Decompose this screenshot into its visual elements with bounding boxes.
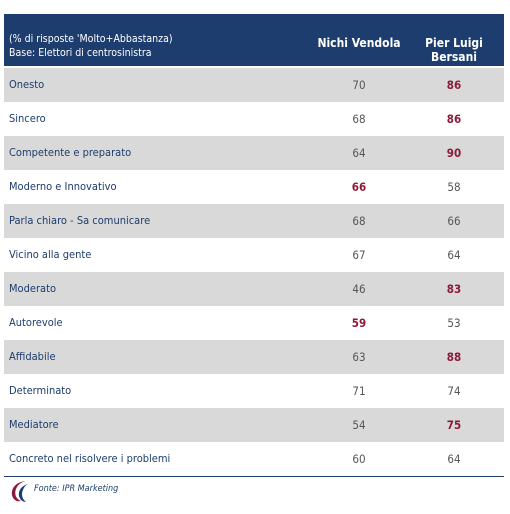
row-label: Moderno e Innovativo <box>9 180 117 193</box>
table-row: Mediatore 54 75 <box>4 408 504 442</box>
row-label: Onesto <box>9 78 45 91</box>
bottom-rule <box>4 476 504 477</box>
table-row: Concreto nel risolvere i problemi 60 64 <box>4 442 504 476</box>
value-vendola: 66 <box>351 180 367 194</box>
table-row: Autorevole 59 53 <box>4 306 504 340</box>
table-row: Parla chiaro - Sa comunicare 68 66 <box>4 204 504 238</box>
header-note-line2: Base: Elettori di centrosinistra <box>9 47 152 59</box>
value-bersani: 64 <box>447 248 461 262</box>
value-vendola: 68 <box>352 214 366 228</box>
column-header-vendola: Nichi Vendola <box>317 36 401 50</box>
value-vendola: 63 <box>352 350 366 364</box>
row-label: Moderato <box>9 282 57 295</box>
value-bersani: 88 <box>446 350 462 364</box>
row-label: Affidabile <box>9 350 56 363</box>
row-label: Sincero <box>9 112 46 125</box>
source-text: Fonte: IPR Marketing <box>34 484 119 494</box>
value-vendola: 68 <box>352 112 366 126</box>
table-row: Moderato 46 83 <box>4 272 504 306</box>
value-vendola: 59 <box>351 316 367 330</box>
comparison-table: (% di risposte 'Molto+Abbastanza) Base: … <box>4 14 504 477</box>
value-vendola: 70 <box>352 78 366 92</box>
table-row: Sincero 68 86 <box>4 102 504 136</box>
row-label: Mediatore <box>9 418 59 431</box>
row-label: Competente e preparato <box>9 146 132 159</box>
value-bersani: 90 <box>446 146 462 160</box>
table-row: Determinato 71 74 <box>4 374 504 408</box>
ipr-logo-icon <box>11 481 28 502</box>
header-note-line1: (% di risposte 'Molto+Abbastanza) <box>9 33 173 45</box>
value-bersani: 66 <box>447 214 461 228</box>
header-note: (% di risposte 'Molto+Abbastanza) Base: … <box>9 32 173 60</box>
row-label: Concreto nel risolvere i problemi <box>9 452 171 465</box>
value-bersani: 75 <box>446 418 462 432</box>
row-label: Vicino alla gente <box>9 248 92 261</box>
table-row: Affidabile 63 88 <box>4 340 504 374</box>
value-bersani: 53 <box>447 316 461 330</box>
table-row: Competente e preparato 64 90 <box>4 136 504 170</box>
value-bersani: 86 <box>446 78 462 92</box>
value-vendola: 54 <box>352 418 366 432</box>
value-vendola: 46 <box>352 282 366 296</box>
value-bersani: 83 <box>446 282 462 296</box>
value-bersani: 64 <box>447 452 461 466</box>
value-vendola: 71 <box>352 384 366 398</box>
row-label: Determinato <box>9 384 72 397</box>
table-row: Vicino alla gente 67 64 <box>4 238 504 272</box>
row-label: Autorevole <box>9 316 63 329</box>
value-vendola: 60 <box>352 452 366 466</box>
value-vendola: 64 <box>352 146 366 160</box>
table-row: Moderno e Innovativo 66 58 <box>4 170 504 204</box>
value-bersani: 74 <box>447 384 461 398</box>
table-row: Onesto 70 86 <box>4 68 504 102</box>
value-bersani: 58 <box>447 180 461 194</box>
column-header-bersani: Pier Luigi Bersani <box>425 36 483 64</box>
value-bersani: 86 <box>446 112 462 126</box>
row-label: Parla chiaro - Sa comunicare <box>9 214 151 227</box>
table-body: Onesto 70 86 Sincero 68 86 Competente e prepar… <box>4 68 504 476</box>
table-header: (% di risposte 'Molto+Abbastanza) Base: … <box>4 14 504 66</box>
value-vendola: 67 <box>352 248 366 262</box>
